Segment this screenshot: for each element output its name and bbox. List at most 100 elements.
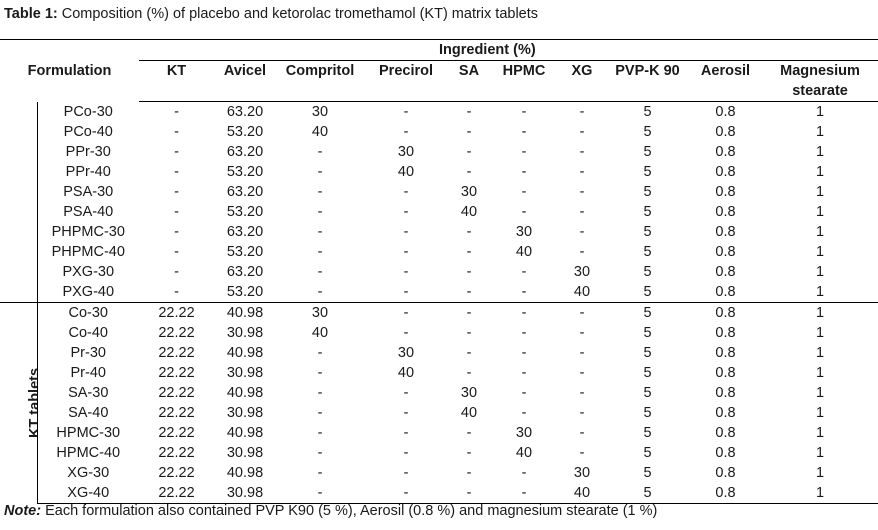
- table-caption: Table 1: Composition (%) of placebo and …: [4, 5, 538, 23]
- cell-aerosil: 0.8: [715, 224, 736, 240]
- cell-hpmc: -: [521, 385, 527, 401]
- cell-aerosil: 0.8: [715, 445, 736, 461]
- table-note: Note: Each formulation also contained PV…: [4, 502, 657, 520]
- cell-xg: -: [579, 405, 585, 421]
- cell-hpmc: -: [521, 365, 527, 381]
- cell-magnesium-stearate: 1: [815, 224, 825, 240]
- cell-xg: 30: [573, 465, 591, 481]
- table-row: Co-40 22.22 30.98 40 - - - - 5 0.8 1: [0, 323, 878, 343]
- cell-pvp-k90: 5: [643, 365, 652, 381]
- cell-sa: 40: [460, 204, 478, 220]
- cell-kt: -: [174, 204, 179, 220]
- table-row: PHPMC-40 - 53.20 - - - 40 - 5 0.8 1: [0, 242, 878, 262]
- cell-pvp-k90: 5: [606, 483, 689, 504]
- cell-sa: -: [466, 164, 472, 180]
- cell-hpmc: -: [521, 325, 527, 341]
- cell-avicel: 30.98: [214, 483, 276, 504]
- cell-xg: -: [579, 365, 585, 381]
- cell-pvp-k90: 5: [643, 325, 652, 341]
- cell-aerosil: 0.8: [715, 284, 736, 300]
- column-header-compritol: Compritol: [276, 60, 364, 81]
- cell-compritol: -: [317, 345, 323, 361]
- cell-kt: -: [174, 184, 179, 200]
- cell-formulation: HPMC-30: [56, 425, 121, 441]
- cell-magnesium-stearate: 1: [815, 184, 825, 200]
- cell-avicel: 40.98: [226, 385, 264, 401]
- cell-aerosil: 0.8: [715, 325, 736, 341]
- cell-xg: -: [579, 425, 585, 441]
- cell-aerosil: 0.8: [689, 483, 762, 504]
- cell-xg: -: [579, 244, 585, 260]
- cell-xg: -: [558, 302, 606, 323]
- cell-xg: -: [579, 385, 585, 401]
- cell-compritol: 40: [311, 325, 329, 341]
- cell-sa: -: [466, 104, 472, 120]
- cell-avicel: 63.20: [226, 104, 264, 120]
- cell-avicel: 40.98: [226, 425, 264, 441]
- table-row: PPr-40 - 53.20 - 40 - - - 5 0.8 1: [0, 162, 878, 182]
- cell-magnesium-stearate: 1: [762, 483, 878, 504]
- cell-aerosil: 0.8: [715, 144, 736, 160]
- cell-compritol: -: [317, 204, 323, 220]
- cell-formulation: SA-40: [68, 405, 109, 421]
- cell-formulation: PCo-30: [63, 103, 113, 120]
- cell-hpmc: -: [521, 124, 527, 140]
- cell-kt: -: [174, 104, 179, 120]
- cell-kt: -: [174, 284, 179, 300]
- cell-formulation: XG-30: [67, 465, 110, 481]
- cell-hpmc: -: [521, 164, 527, 180]
- cell-pvp-k90: 5: [643, 264, 652, 280]
- cell-sa: -: [466, 325, 472, 341]
- cell-xg: 30: [573, 264, 591, 280]
- cell-magnesium-stearate: 1: [815, 385, 825, 401]
- cell-compritol: -: [317, 144, 323, 160]
- cell-pvp-k90: 5: [643, 284, 652, 300]
- cell-kt: 22.22: [139, 302, 214, 323]
- cell-avicel: 30.98: [226, 445, 264, 461]
- cell-sa: -: [466, 124, 472, 140]
- table-header: Formulation Ingredient (%) KT Avicel Com…: [0, 39, 878, 102]
- cell-compritol: -: [317, 184, 323, 200]
- cell-sa: -: [448, 302, 490, 323]
- table-row: PPr-30 - 63.20 - 30 - - - 5 0.8 1: [0, 142, 878, 162]
- cell-sa: -: [466, 224, 472, 240]
- cell-formulation: PHPMC-30: [51, 224, 125, 240]
- table-row: PCo-40 - 53.20 40 - - - - 5 0.8 1: [0, 122, 878, 142]
- cell-aerosil: 0.8: [715, 104, 736, 120]
- cell-sa: -: [466, 465, 472, 481]
- table-row: PHPMC-30 - 63.20 - - - 30 - 5 0.8 1: [0, 222, 878, 242]
- cell-precirol: -: [364, 302, 448, 323]
- cell-pvp-k90: 5: [643, 244, 652, 260]
- cell-formulation: PSA-40: [63, 204, 114, 220]
- cell-precirol: -: [403, 445, 409, 461]
- cell-formulation: PCo-40: [63, 124, 113, 140]
- table-row: Pr-40 22.22 30.98 - 40 - - - 5 0.8 1: [0, 363, 878, 383]
- cell-avicel: 40.98: [214, 302, 276, 323]
- cell-formulation: Co-40: [68, 325, 109, 341]
- caption-text: Composition (%) of placebo and ketorolac…: [57, 6, 539, 22]
- cell-hpmc: -: [521, 465, 527, 481]
- cell-formulation: HPMC-40: [56, 445, 121, 461]
- cell-precirol: -: [403, 465, 409, 481]
- cell-magnesium-stearate: 1: [815, 325, 825, 341]
- table-row: Placebo tablets PCo-30 - 63.20 30 - - - - 5 0.8 1: [0, 101, 878, 303]
- cell-pvp-k90: 5: [643, 104, 652, 120]
- cell-magnesium-stearate: 1: [815, 445, 825, 461]
- cell-pvp-k90: 5: [606, 302, 689, 323]
- cell-pvp-k90: 5: [643, 345, 652, 361]
- cell-avicel: 63.20: [226, 224, 264, 240]
- cell-hpmc: 40: [515, 244, 533, 260]
- column-header-precirol: Precirol: [364, 60, 448, 81]
- cell-pvp-k90: 5: [643, 425, 652, 441]
- cell-kt: 22.22: [158, 405, 195, 421]
- note-label: Note:: [4, 503, 42, 519]
- cell-aerosil: 0.8: [689, 302, 762, 323]
- cell-hpmc: -: [521, 144, 527, 160]
- cell-kt: -: [174, 264, 179, 280]
- cell-compritol: 30: [311, 104, 329, 120]
- table-row: KT tablets Co-30 22.22 40.98 30- - - -5 0.8 1: [0, 302, 878, 504]
- cell-precirol: 30: [397, 345, 415, 361]
- cell-xg: -: [579, 104, 585, 120]
- cell-xg: -: [579, 124, 585, 140]
- cell-avicel: 63.20: [226, 264, 264, 280]
